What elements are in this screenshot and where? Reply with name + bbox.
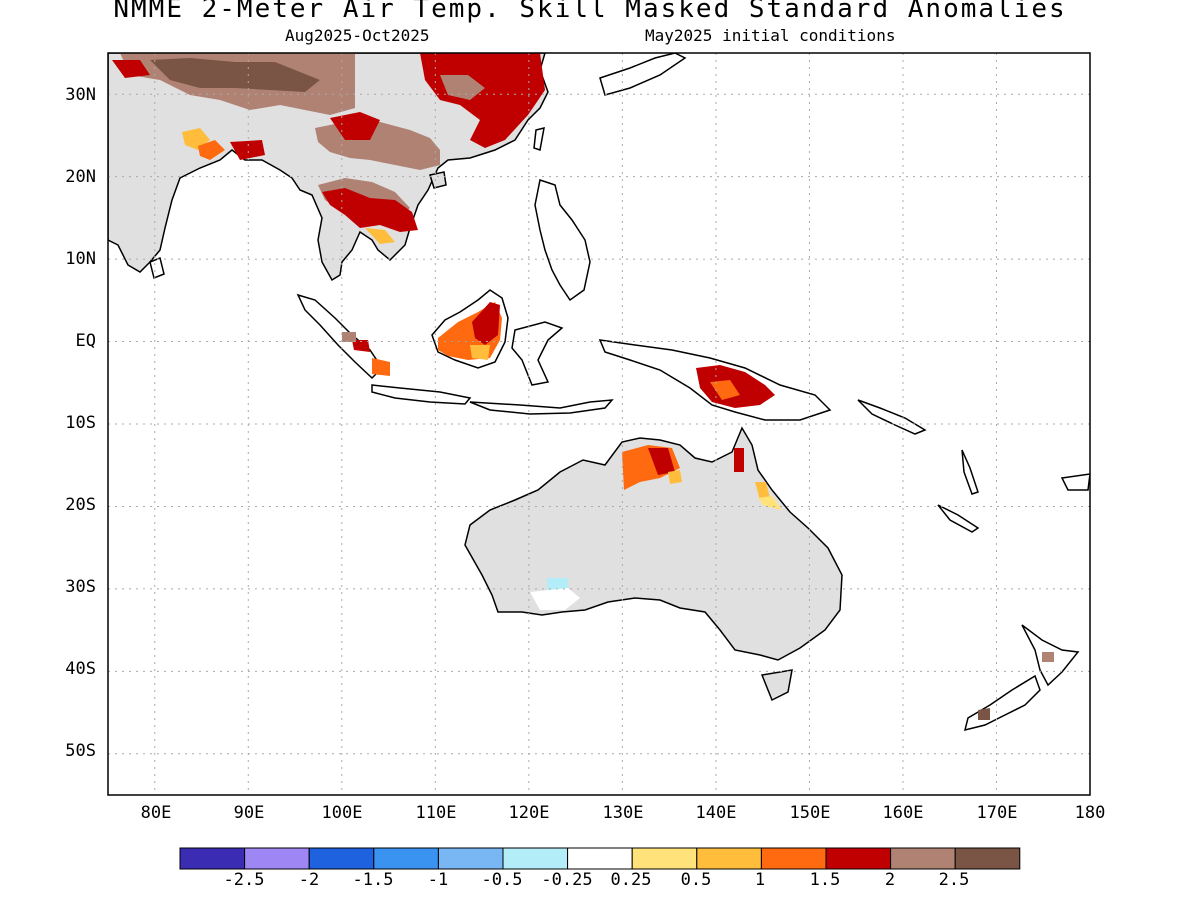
anomaly-queensland-0.25-0.5 [758,496,782,510]
lon-label-180: 180 [1074,803,1106,823]
lat-label-10s: 10S [65,413,96,433]
sri-lanka-land [149,256,165,280]
anomaly-indochina-1.5-2 [322,188,418,232]
lat-label-40s: 40S [65,659,96,679]
anomaly-sw-china-1.5-2 [330,112,380,140]
anomaly-indochina-1-1.5 [365,228,395,244]
lat-label-20n: 20N [65,167,96,187]
java-land [371,384,472,405]
taiwan-land [533,126,545,151]
japan-land [599,53,687,96]
legend-label-11: 2.5 [938,870,970,890]
graticule [108,53,1090,795]
lon-label-150e: 150E [789,803,831,823]
lesser-sunda-land [469,399,614,415]
legend-label-3: -1 [427,870,449,890]
legend-label-2: -1.5 [352,870,394,890]
lon-label-80e: 80E [140,803,172,823]
anomaly-tibet-gt-2.5 [150,58,320,92]
lon-label-160e: 160E [882,803,924,823]
anomaly-n-australia-1.5-2 [648,448,675,475]
lon-label-110e: 110E [415,803,457,823]
map-frame [107,52,1091,796]
anomaly-borneo-1.5-2 [472,302,500,345]
sulawesi-land [511,321,564,386]
lon-label-140e: 140E [695,803,737,823]
forecast-period: Aug2025-Oct2025 [285,26,430,45]
lon-label-100e: 100E [321,803,363,823]
lon-label-170e: 170E [976,803,1018,823]
lat-label-20s: 20S [65,495,96,515]
lat-label-50s: 50S [65,741,96,761]
fiji-land [1060,473,1090,491]
anomaly-sw-australia-white [530,588,580,610]
legend-label-9: 1.5 [809,870,841,890]
anomaly-bhutan-1.5-2 [230,140,265,160]
lon-label-130e: 130E [602,803,644,823]
legend-label-1: -2 [298,870,320,890]
lat-label-30n: 30N [65,85,96,105]
new-caledonia-land [937,504,980,533]
lat-label-30s: 30S [65,577,96,597]
legend-label-4: -0.5 [481,870,523,890]
lat-label-eq: EQ [75,331,96,351]
anomaly-queensland-0.5-1 [755,482,770,500]
legend-label-5: -0.25 [541,870,593,890]
anomaly-nz-north-2-2.5 [1042,652,1054,662]
anomaly-java-1-1.5 [372,358,390,376]
anomaly-sw-australia-neg [547,578,568,590]
solomon-islands-land [857,399,927,435]
lon-label-120e: 120E [508,803,550,823]
initial-conditions: May2025 initial conditions [645,26,896,45]
legend-label-7: 0.5 [680,870,712,890]
legend-label-0: -2.5 [223,870,265,890]
anomaly-india-1-1.5 [198,140,225,160]
anomaly-n-australia-0.5-1 [668,470,682,484]
legend-label-8: 1 [754,870,766,890]
map-title: NMME 2-Meter Air Temp. Skill Masked Stan… [113,0,1067,24]
legend-label-6: 0.25 [610,870,652,890]
legend-label-10: 2 [884,870,896,890]
hainan-land [429,171,447,189]
anomaly-sumatra-1.5-2 [352,340,370,352]
philippines-land [534,179,591,302]
anomaly-borneo-0.5-1 [470,345,490,360]
anomaly-sumatra-2-2.5 [342,332,356,342]
anomaly-cape-york-1.5-2 [734,448,744,472]
vanuatu-land [961,449,979,495]
asia-land [108,53,549,282]
anomaly-new-guinea-1-1.5 [710,380,740,400]
anomaly-tibet-edge-1.5-2 [112,60,150,78]
anomaly-nz-south-2-2.5 [978,708,990,720]
lon-label-90e: 90E [233,803,265,823]
lat-label-10n: 10N [65,249,96,269]
